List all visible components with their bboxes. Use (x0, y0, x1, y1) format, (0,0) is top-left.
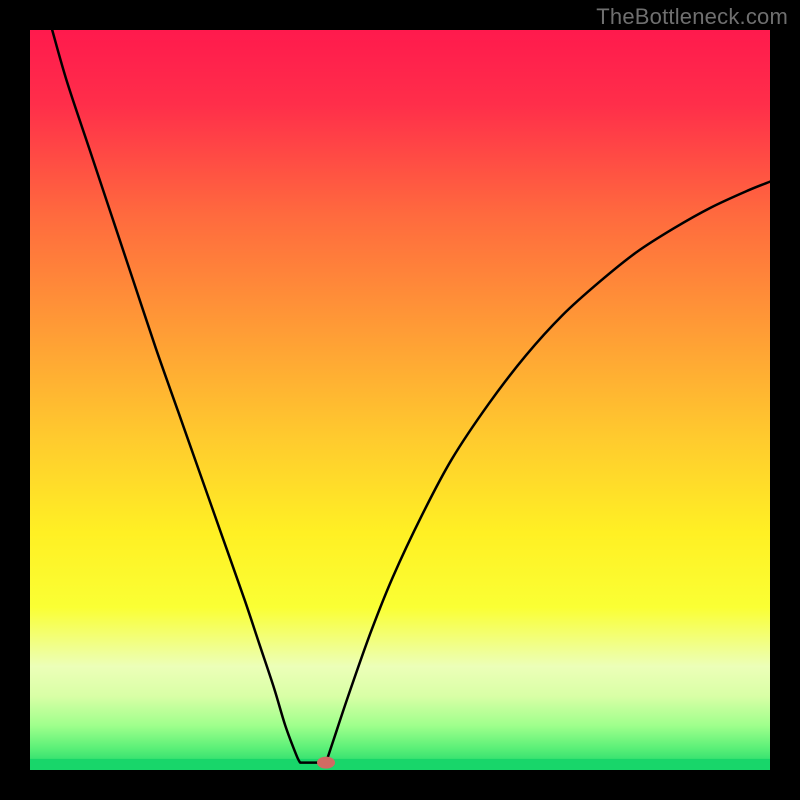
optimal-point-marker (317, 757, 335, 769)
plot-area (30, 30, 770, 770)
green-bottom-band (30, 759, 770, 770)
gradient-background (30, 30, 770, 770)
bottleneck-chart (30, 30, 770, 770)
outer-frame: TheBottleneck.com (0, 0, 800, 800)
watermark-text: TheBottleneck.com (596, 4, 788, 30)
